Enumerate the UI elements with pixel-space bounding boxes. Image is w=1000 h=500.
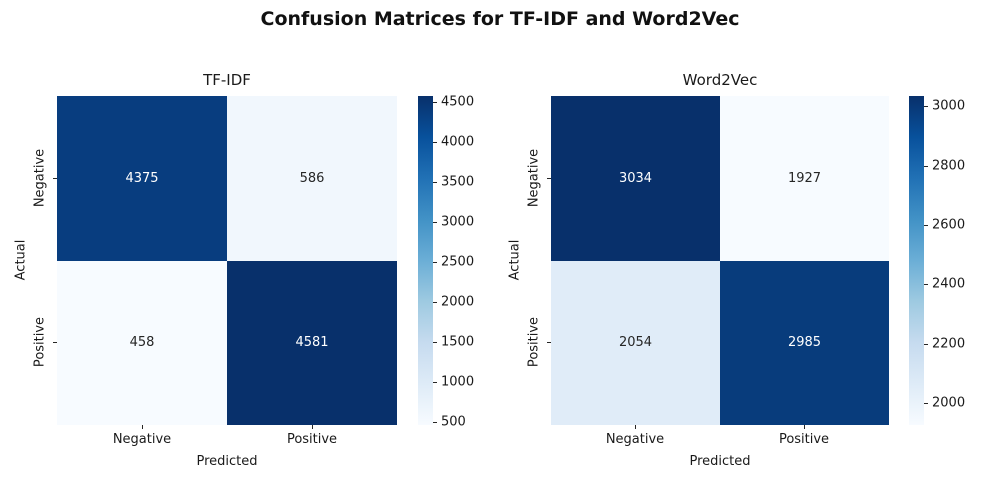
- y-tick-positive: Positive: [32, 316, 48, 368]
- heatmap-cell-r0c1: 586: [227, 96, 397, 261]
- x-tickmark: [142, 425, 143, 429]
- ylabel-actual: Actual: [507, 239, 523, 281]
- colorbar-tickmark: [433, 341, 437, 343]
- colorbar-tickmark: [924, 343, 928, 345]
- colorbar-tickmark: [924, 403, 928, 405]
- heatmap-cell-r0c0: 3034: [551, 96, 720, 261]
- y-tick-negative: Negative: [526, 148, 542, 208]
- word2vec-colorbar: [909, 96, 924, 425]
- cell-annotation: 4581: [295, 335, 329, 351]
- axes-title-tfidf: TF-IDF: [203, 71, 251, 89]
- colorbar-ticklabel: 2200: [932, 336, 966, 352]
- ylabel-actual: Actual: [13, 239, 29, 281]
- cell-annotation: 2985: [787, 335, 822, 351]
- colorbar-ticklabel: 4500: [441, 94, 475, 110]
- colorbar-tickmark: [433, 301, 437, 303]
- colorbar-ticklabel: 2000: [932, 395, 966, 411]
- x-tick-positive: Positive: [778, 432, 830, 447]
- heatmap-cell-r0c1: 1927: [720, 96, 889, 261]
- heatmap-cell-r1c1: 4581: [227, 260, 397, 425]
- heatmap-cell-r1c0: 2054: [551, 260, 720, 425]
- cell-annotation: 458: [129, 335, 155, 351]
- colorbar-ticklabel: 2400: [932, 276, 966, 292]
- colorbar-tickmark: [433, 182, 437, 184]
- figure-title: Confusion Matrices for TF-IDF and Word2V…: [260, 8, 740, 30]
- word2vec-heatmap: 3034 1927 2054 2985: [551, 96, 889, 425]
- heatmap-cell-r1c0: 458: [57, 260, 227, 425]
- x-tickmark: [804, 425, 805, 429]
- colorbar-ticklabel: 2600: [932, 217, 966, 233]
- colorbar-ticklabel: 500: [441, 414, 466, 430]
- colorbar-tickmark: [433, 381, 437, 383]
- y-tickmark: [547, 178, 551, 179]
- y-tick-negative: Negative: [32, 148, 48, 208]
- cell-annotation: 4375: [125, 170, 159, 186]
- x-tick-negative: Negative: [605, 432, 665, 447]
- colorbar-tickmark: [433, 102, 437, 104]
- cell-annotation: 2054: [618, 335, 653, 351]
- y-tickmark: [53, 178, 57, 179]
- colorbar-ticklabel: 2000: [441, 294, 475, 310]
- x-tickmark: [312, 425, 313, 429]
- x-tick-positive: Positive: [286, 432, 338, 447]
- colorbar-tickmark: [433, 421, 437, 423]
- tfidf-colorbar: [418, 96, 433, 425]
- heatmap-cell-r0c0: 4375: [57, 96, 227, 261]
- heatmap-cell-r1c1: 2985: [720, 260, 889, 425]
- xlabel-predicted: Predicted: [196, 454, 258, 469]
- y-tickmark: [547, 342, 551, 343]
- colorbar-ticklabel: 1000: [441, 374, 475, 390]
- colorbar-ticklabel: 4000: [441, 134, 475, 150]
- colorbar-tickmark: [924, 284, 928, 286]
- colorbar-ticklabel: 3000: [932, 98, 966, 114]
- colorbar-ticklabel: 1500: [441, 334, 475, 350]
- colorbar-tickmark: [924, 106, 928, 108]
- cell-annotation: 1927: [787, 170, 822, 186]
- colorbar-ticklabel: 2500: [441, 254, 475, 270]
- tfidf-heatmap: 4375 586 458 4581: [57, 96, 397, 425]
- axes-title-word2vec: Word2Vec: [682, 71, 758, 89]
- x-tick-negative: Negative: [112, 432, 172, 447]
- y-tick-positive: Positive: [526, 316, 542, 368]
- cell-annotation: 3034: [618, 170, 653, 186]
- colorbar-tickmark: [433, 222, 437, 224]
- colorbar-ticklabel: 2800: [932, 158, 966, 174]
- colorbar-tickmark: [924, 165, 928, 167]
- colorbar-tickmark: [433, 142, 437, 144]
- xlabel-predicted: Predicted: [689, 454, 751, 469]
- colorbar-tickmark: [433, 262, 437, 264]
- colorbar-ticklabel: 3000: [441, 214, 475, 230]
- y-tickmark: [53, 342, 57, 343]
- colorbar-ticklabel: 3500: [441, 174, 475, 190]
- x-tickmark: [635, 425, 636, 429]
- cell-annotation: 586: [299, 170, 325, 186]
- colorbar-tickmark: [924, 224, 928, 226]
